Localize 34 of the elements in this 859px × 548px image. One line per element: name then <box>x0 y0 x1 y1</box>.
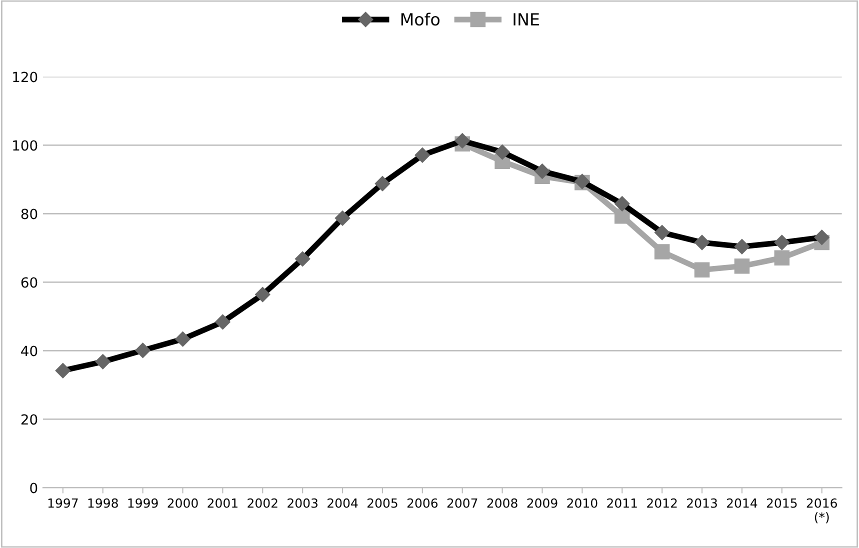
x-tick-label: 2003 <box>288 498 318 508</box>
x-tick-label: 2011 <box>607 498 637 508</box>
x-tick-label: 2008 <box>487 498 518 508</box>
x-tick-label: 2012 <box>647 498 677 508</box>
point <box>774 250 790 266</box>
y-tick-label: 100 <box>13 140 38 151</box>
x-tick-label: 1999 <box>128 498 158 508</box>
x-tick-label: 2013 <box>687 498 717 508</box>
y-tick-label: 120 <box>13 72 38 82</box>
y-tick-label: 0 <box>30 482 38 494</box>
point <box>734 258 750 274</box>
x-tick-label: 2004 <box>328 498 358 508</box>
x-tick-label: 2015 <box>766 498 797 508</box>
x-tick-label: 2000 <box>168 498 198 508</box>
x-tick-label: 1997 <box>48 498 78 508</box>
x-tick-label: 1998 <box>88 498 118 508</box>
point <box>614 208 630 224</box>
y-tick-label: 60 <box>21 277 38 288</box>
y-tick-label: 80 <box>21 208 38 220</box>
x-tick-label: 2010 <box>567 498 598 508</box>
x-tick-label: 2016 (*) <box>806 498 837 524</box>
x-tick-label: 2009 <box>527 498 558 508</box>
point <box>694 262 710 278</box>
legend-label: INE <box>514 13 539 26</box>
y-tick-label: 20 <box>21 414 38 425</box>
y-tick-label: 40 <box>21 346 38 356</box>
point <box>654 244 670 260</box>
x-tick-label: 2006 <box>407 498 438 508</box>
x-tick-label: 2007 <box>447 498 478 508</box>
legend-label: Mofo <box>401 12 440 26</box>
x-tick-label: 2001 <box>208 498 238 508</box>
x-tick-label: 2002 <box>248 498 278 508</box>
x-tick-label: 2005 <box>367 498 398 508</box>
x-tick-label: 2014 <box>726 498 758 508</box>
